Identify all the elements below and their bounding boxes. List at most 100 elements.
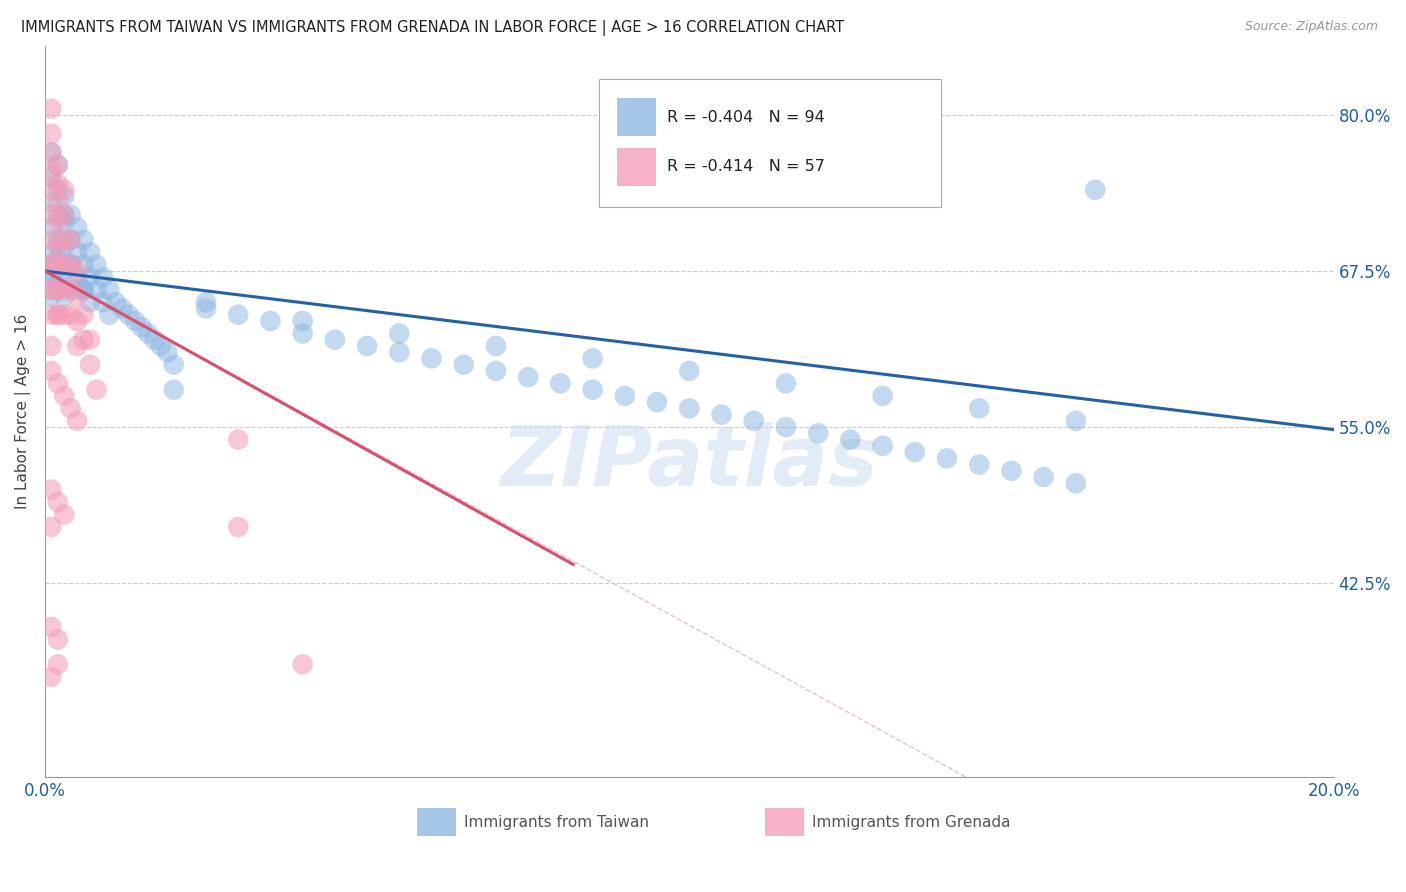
Point [420,351,443,366]
Point [41,245,63,260]
Text: R = -0.414   N = 57: R = -0.414 N = 57 [668,160,825,174]
FancyBboxPatch shape [765,808,804,836]
Point [59,258,82,272]
Point [46,252,69,266]
Text: R = -0.404   N = 94: R = -0.404 N = 94 [668,110,825,125]
Point [1084,183,1107,197]
Point [53,214,76,228]
Point [1064,414,1087,428]
Point [46,177,69,191]
Point [41,195,63,210]
Point [79,270,101,285]
Point [41,208,63,222]
Point [41,483,63,497]
Point [872,389,894,403]
Point [72,333,94,347]
Point [53,183,76,197]
Point [41,220,63,235]
Point [41,127,63,141]
Point [41,620,63,634]
Point [79,295,101,310]
Point [41,164,63,178]
Point [195,301,218,316]
Point [46,495,69,509]
Point [46,308,69,322]
Point [66,414,89,428]
Point [136,326,159,341]
Text: ZIPatlas: ZIPatlas [501,422,879,503]
Point [66,270,89,285]
Point [72,283,94,297]
Point [41,264,63,278]
Point [86,383,108,397]
Point [98,283,121,297]
FancyBboxPatch shape [418,808,456,836]
Point [66,220,89,235]
Point [41,339,63,353]
Point [645,395,668,409]
Point [967,458,990,472]
Point [59,258,82,272]
Point [79,358,101,372]
Point [356,339,378,353]
Point [226,308,249,322]
Point [53,208,76,222]
Point [66,283,89,297]
Point [291,314,314,328]
Point [41,233,63,247]
Point [59,308,82,322]
Point [678,401,700,416]
Point [46,632,69,647]
Point [46,208,69,222]
Point [46,283,69,297]
Point [46,233,69,247]
Point [156,345,179,359]
Point [111,301,134,316]
Point [53,283,76,297]
Point [388,345,411,359]
Point [41,145,63,160]
Point [53,239,76,253]
Point [59,233,82,247]
Point [86,258,108,272]
Point [66,245,89,260]
Point [46,277,69,291]
Point [72,308,94,322]
Point [581,351,603,366]
Point [41,183,63,197]
Point [46,283,69,297]
Point [710,408,733,422]
Point [967,401,990,416]
Point [550,376,572,391]
Point [226,520,249,534]
Point [79,245,101,260]
Point [53,277,76,291]
Point [41,520,63,534]
Text: IMMIGRANTS FROM TAIWAN VS IMMIGRANTS FROM GRENADA IN LABOR FORCE | AGE > 16 CORR: IMMIGRANTS FROM TAIWAN VS IMMIGRANTS FRO… [21,20,844,36]
Point [41,102,63,116]
Point [742,414,765,428]
Point [66,264,89,278]
Point [163,358,186,372]
Point [41,170,63,185]
Point [124,314,146,328]
Point [53,189,76,203]
FancyBboxPatch shape [617,148,655,186]
Point [41,308,63,322]
Point [46,214,69,228]
Point [59,401,82,416]
Point [59,283,82,297]
Point [41,364,63,378]
Point [41,145,63,160]
Point [1032,470,1054,484]
Point [453,358,475,372]
Point [46,258,69,272]
Point [291,657,314,672]
Point [72,233,94,247]
Point [46,239,69,253]
Point [936,451,959,466]
Point [323,333,346,347]
Point [53,389,76,403]
Point [872,439,894,453]
Point [807,426,830,441]
